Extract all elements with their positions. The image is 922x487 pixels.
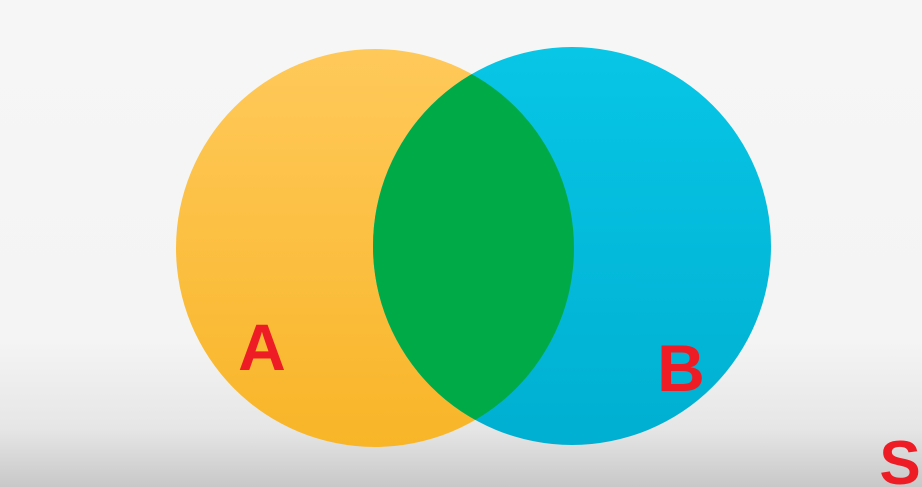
set-a-label: A: [238, 310, 286, 384]
set-b-label: B: [657, 331, 705, 405]
universe-label: S: [879, 429, 920, 487]
intersection-region: [373, 49, 574, 445]
